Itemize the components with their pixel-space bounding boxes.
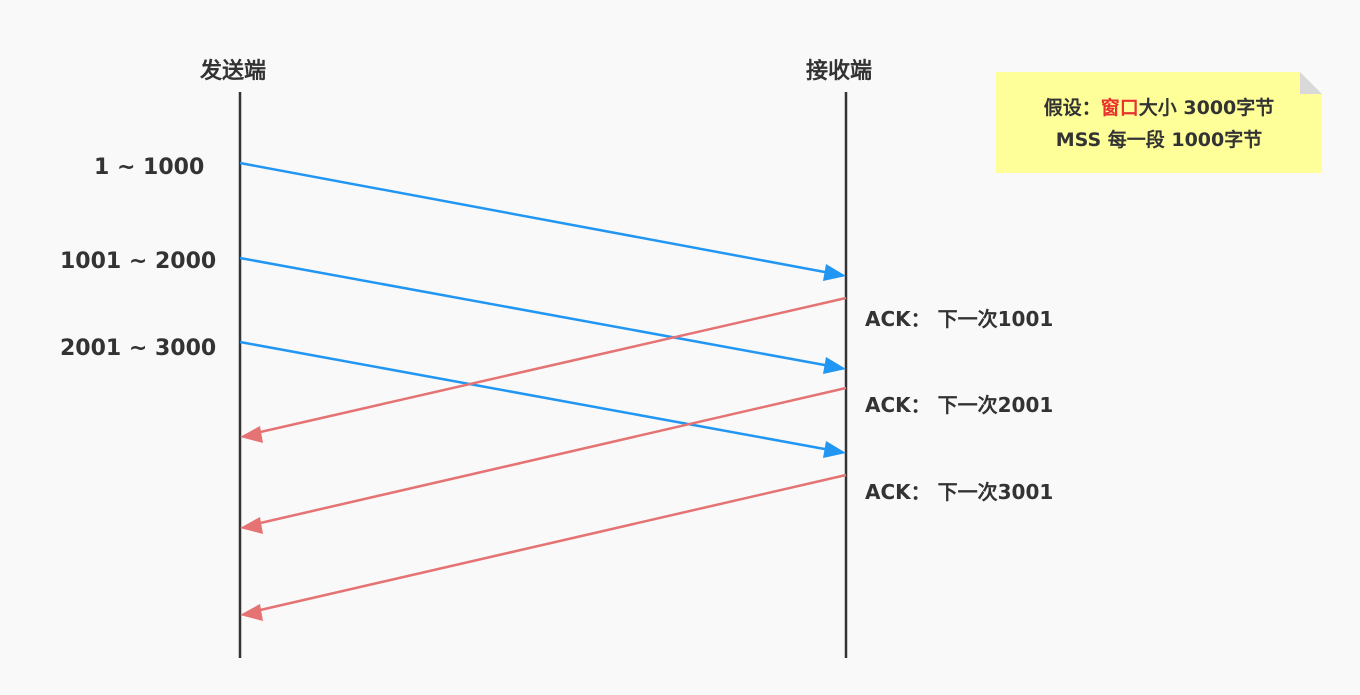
segment-arrowhead-3 (823, 441, 846, 458)
segment-arrowhead-2 (823, 357, 846, 374)
receiver-label: 接收端 (806, 59, 873, 84)
segment-label-2: 1001 ~ 2000 (60, 249, 217, 274)
ack-arrowhead-3 (240, 604, 263, 621)
segment-arrowhead-1 (823, 264, 846, 281)
segment-label-1: 1 ~ 1000 (94, 155, 205, 180)
assumption-note (996, 72, 1322, 173)
sender-label: 发送端 (200, 59, 267, 84)
note-line-2: MSS 每一段 1000字节 (1055, 129, 1263, 151)
segment-arrow-2 (239, 256, 831, 368)
ack-arrowhead-1 (240, 426, 263, 443)
ack-label-2: ACK： 下一次2001 (865, 393, 1054, 417)
ack-label-3: ACK： 下一次3001 (865, 480, 1054, 504)
note-prefix: 假设： (1043, 97, 1101, 119)
assumption-note-text: 假设：窗口大小 3000字节 MSS 每一段 1000字节 (996, 92, 1322, 156)
segment-arrow-1 (239, 161, 831, 275)
ack-label-1: ACK： 下一次1001 (865, 307, 1054, 331)
note-highlight: 窗口 (1100, 97, 1139, 119)
ack-arrowhead-2 (240, 517, 263, 534)
note-line-1: 假设：窗口大小 3000字节 (996, 92, 1322, 124)
note-suffix: 大小 3000字节 (1138, 97, 1275, 119)
ack-arrow-2 (255, 386, 847, 526)
ack-arrow-1 (255, 296, 847, 435)
ack-arrow-3 (255, 473, 847, 613)
segment-label-3: 2001 ~ 3000 (60, 336, 217, 361)
segment-arrow-3 (239, 340, 831, 452)
